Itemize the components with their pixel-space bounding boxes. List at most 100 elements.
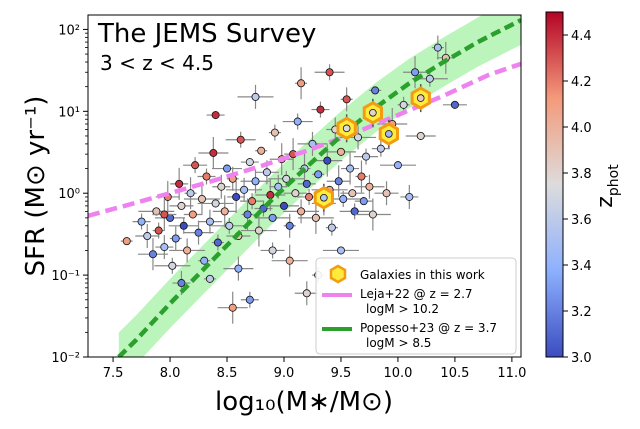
colorbar-label-main: z: [593, 196, 618, 208]
scatter-point: [323, 156, 332, 165]
legend: Galaxies in this work Leja+22 @ z = 2.7 …: [315, 257, 517, 355]
scatter-point: [359, 197, 368, 206]
scatter-point: [346, 164, 355, 173]
scatter-point: [291, 189, 300, 198]
scatter-point: [297, 207, 306, 216]
scatter-point: [211, 199, 220, 208]
scatter-point: [254, 226, 263, 235]
x-axis-ticks: 7.5 8.0 8.5 9.0 9.5 10.0 10.5 11.0: [103, 357, 526, 381]
scatter-point: [160, 210, 169, 219]
scatter-point: [302, 289, 311, 298]
scatter-point: [425, 74, 434, 83]
scatter-point: [188, 210, 197, 219]
scatter-point: [213, 238, 222, 247]
scatter-point: [393, 161, 402, 170]
scatter-point: [137, 217, 146, 226]
x-axis-label: log₁₀(M∗/M⊙): [215, 387, 393, 417]
scatter-point: [311, 213, 320, 222]
scatter-point: [202, 172, 211, 181]
scatter-point: [316, 105, 325, 114]
scatter-point: [251, 177, 260, 186]
y-tick-label: 10⁻²: [51, 351, 80, 366]
scatter-point: [211, 111, 220, 120]
colorbar-tick-label: 4.0: [571, 121, 592, 136]
scatter-point: [175, 179, 184, 188]
legend-leja-condition: logM > 10.2: [366, 302, 439, 316]
chart-subtitle: 3 < z < 4.5: [100, 51, 214, 75]
popesso-relation-line: [117, 18, 521, 357]
chart-title: The JEMS Survey: [97, 19, 316, 49]
x-tick-label: 9.5: [331, 366, 352, 381]
scatter-point: [194, 228, 203, 237]
highlight-layer: [313, 84, 431, 212]
legend-galaxies-label: Galaxies in this work: [360, 268, 485, 282]
scatter-point: [240, 185, 249, 194]
x-tick-label: 10.5: [440, 366, 469, 381]
legend-popesso-label: Popesso+23 @ z = 3.7: [360, 321, 497, 335]
scatter-point: [365, 182, 374, 191]
scatter-point: [314, 170, 323, 179]
scatter-point: [209, 148, 218, 157]
colorbar-tick-label: 3.0: [571, 351, 592, 366]
scatter-point: [160, 243, 169, 252]
x-tick-label: 10.0: [383, 366, 412, 381]
scatter-point: [200, 256, 209, 265]
scatter-point: [245, 158, 254, 167]
scatter-point: [154, 226, 163, 235]
colorbar-tick-label: 4.4: [571, 29, 592, 44]
scatter-point: [368, 210, 377, 219]
y-axis-ticks: 10⁻² 10⁻¹ 10⁰ 10¹ 10²: [51, 23, 88, 366]
hexagon-marker-icon: [329, 264, 347, 284]
scatter-point: [171, 234, 180, 243]
scatter-point: [416, 131, 425, 140]
scatter-point: [228, 303, 237, 312]
scatter-point: [177, 279, 186, 288]
colorbar-ticks: 3.0 3.2 3.4 3.6 3.8 4.0 4.2 4.4: [563, 29, 592, 366]
scatter-point: [270, 128, 279, 137]
scatter-point: [143, 232, 152, 241]
legend-box: [315, 257, 517, 355]
scatter-point: [327, 223, 336, 232]
scatter-point: [274, 182, 283, 191]
scatter-point: [205, 274, 214, 283]
y-tick-label: 10⁻¹: [51, 269, 80, 284]
scatter-point: [279, 201, 288, 210]
scatter-point: [225, 221, 234, 230]
highlight-point: [342, 124, 351, 133]
scatter-point: [336, 246, 345, 255]
scatter-point: [411, 68, 420, 77]
scatter-point: [205, 217, 214, 226]
scatter-point: [350, 207, 359, 216]
scatter-point: [362, 152, 371, 161]
colorbar: 3.0 3.2 3.4 3.6 3.8 4.0 4.2 4.4 zphot: [545, 11, 622, 366]
relations-layer: [88, 18, 521, 357]
scatter-point: [197, 194, 206, 203]
scatter-point: [371, 86, 380, 95]
scatter-point: [354, 133, 363, 142]
scatter-point: [399, 100, 408, 109]
legend-popesso-condition: logM > 8.5: [366, 336, 431, 350]
scatter-point: [405, 192, 414, 201]
scatter-point: [297, 79, 306, 88]
scatter-point: [186, 189, 195, 198]
scatter-point: [168, 261, 177, 270]
colorbar-tick-label: 3.8: [571, 167, 592, 182]
scatter-point: [285, 221, 294, 230]
scatter-point: [122, 237, 131, 246]
colorbar-label-sub: phot: [606, 164, 622, 196]
highlight-point: [416, 94, 425, 102]
scatter-point: [262, 168, 271, 177]
y-tick-label: 10⁰: [58, 187, 80, 202]
colorbar-tick-label: 3.4: [571, 259, 592, 274]
scatter-point: [179, 221, 188, 230]
scatter-point: [148, 250, 157, 259]
scatter-point: [183, 246, 192, 255]
legend-leja-label: Leja+22 @ z = 2.7: [360, 287, 473, 301]
scatter-point: [217, 182, 226, 191]
scatter-point: [293, 117, 302, 126]
y-tick-label: 10²: [58, 23, 80, 38]
scatter-point: [236, 135, 245, 144]
scatter-point: [339, 194, 348, 203]
scatter-point: [305, 192, 314, 201]
